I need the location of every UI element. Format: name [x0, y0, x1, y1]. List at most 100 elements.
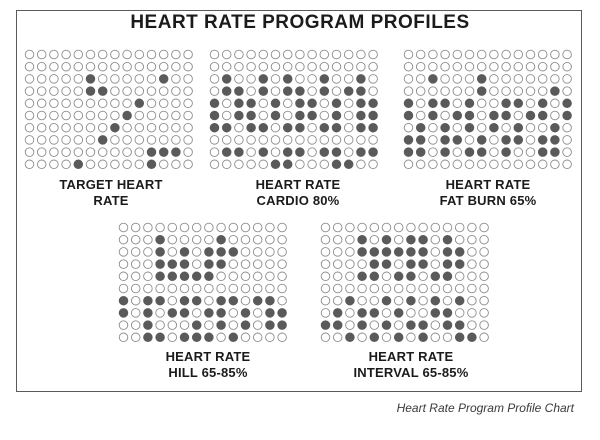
dot-filled: [513, 135, 524, 145]
dot-empty: [277, 283, 287, 294]
dot-empty: [307, 86, 317, 96]
dot-empty: [295, 61, 305, 72]
dot-empty: [49, 98, 59, 109]
dot-empty: [130, 222, 141, 233]
dot-empty: [191, 234, 202, 245]
dot-filled: [282, 86, 293, 96]
dot-empty: [122, 86, 132, 96]
dot-filled: [85, 74, 96, 84]
dot-filled: [415, 135, 426, 145]
dot-empty: [122, 98, 132, 109]
dot-empty: [228, 222, 239, 233]
dot-empty: [24, 110, 35, 121]
dot-empty: [61, 98, 71, 109]
dot-empty: [191, 222, 202, 233]
dot-empty: [265, 234, 275, 245]
dot-filled: [393, 247, 404, 257]
dot-empty: [146, 110, 157, 121]
dot-filled: [191, 271, 202, 282]
dot-empty: [489, 135, 499, 145]
dot-empty: [252, 259, 263, 269]
dot-filled: [464, 98, 475, 109]
dot-empty: [270, 61, 281, 72]
dot-empty: [209, 61, 220, 72]
dot-empty: [252, 283, 263, 294]
dot-empty: [85, 110, 96, 121]
dot-empty: [61, 122, 71, 133]
dot-matrix-target: [24, 49, 193, 170]
dot-matrix-hill: [118, 222, 287, 343]
dot-empty: [525, 159, 536, 170]
dot-empty: [320, 247, 331, 257]
dot-empty: [454, 308, 465, 318]
dot-empty: [97, 122, 108, 133]
dot-empty: [277, 234, 287, 245]
dot-empty: [240, 247, 251, 257]
dot-empty: [252, 332, 263, 343]
dot-filled: [258, 86, 269, 96]
dot-filled: [171, 147, 181, 157]
dot-empty: [240, 332, 251, 343]
dot-filled: [307, 98, 317, 109]
dot-empty: [183, 122, 193, 133]
dot-empty: [319, 110, 330, 121]
dot-empty: [240, 271, 251, 282]
dot-empty: [228, 259, 239, 269]
dot-empty: [489, 74, 499, 84]
dot-empty: [85, 61, 96, 72]
dot-empty: [110, 61, 120, 72]
dot-empty: [171, 110, 181, 121]
dot-empty: [240, 259, 251, 269]
dot-empty: [167, 283, 178, 294]
dot-filled: [345, 332, 355, 343]
dot-empty: [36, 61, 47, 72]
dot-empty: [381, 222, 392, 233]
dot-filled: [234, 98, 244, 109]
dot-empty: [122, 122, 132, 133]
dot-empty: [562, 122, 572, 133]
dot-empty: [343, 61, 354, 72]
dot-empty: [204, 283, 214, 294]
dot-empty: [319, 159, 330, 170]
dot-filled: [167, 271, 178, 282]
dot-empty: [61, 135, 71, 145]
dot-filled: [265, 295, 275, 306]
dot-empty: [332, 259, 343, 269]
dot-empty: [265, 332, 275, 343]
dot-filled: [191, 320, 202, 330]
dot-empty: [430, 332, 441, 343]
dot-empty: [246, 159, 256, 170]
dot-filled: [418, 234, 428, 245]
dot-filled: [331, 98, 342, 109]
dot-empty: [442, 283, 453, 294]
dot-filled: [216, 247, 226, 257]
dot-empty: [331, 61, 342, 72]
dot-empty: [228, 283, 239, 294]
dot-filled: [97, 135, 108, 145]
dot-empty: [49, 122, 59, 133]
dot-filled: [179, 332, 190, 343]
dot-empty: [24, 49, 35, 60]
dot-empty: [418, 308, 428, 318]
dot-empty: [550, 61, 560, 72]
dot-empty: [252, 234, 263, 245]
dot-filled: [356, 74, 366, 84]
dot-filled: [369, 271, 380, 282]
dot-empty: [252, 247, 263, 257]
dot-empty: [418, 222, 428, 233]
dot-grid-hill: [118, 222, 288, 343]
dot-filled: [442, 259, 453, 269]
dot-filled: [368, 98, 378, 109]
dot-empty: [234, 74, 244, 84]
dot-empty: [430, 320, 441, 330]
dot-empty: [204, 234, 214, 245]
dot-empty: [550, 159, 560, 170]
dot-empty: [143, 271, 153, 282]
dot-empty: [85, 98, 96, 109]
dot-empty: [270, 74, 281, 84]
dot-empty: [122, 74, 132, 84]
dot-empty: [143, 259, 153, 269]
dot-empty: [525, 147, 536, 157]
dot-filled: [406, 234, 416, 245]
dot-empty: [369, 283, 380, 294]
